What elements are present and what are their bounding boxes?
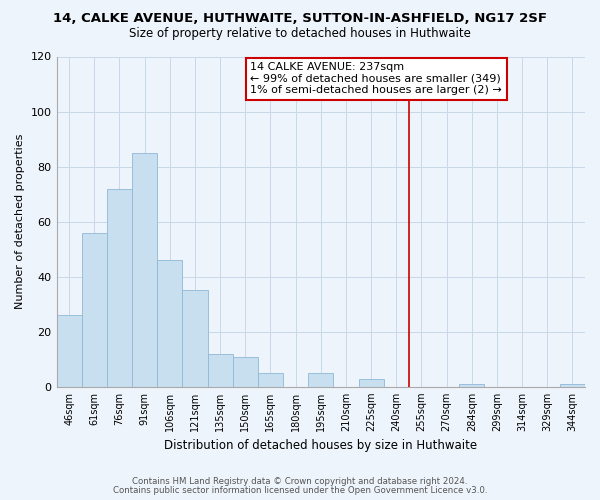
Bar [56,315,82,387]
Bar [233,356,258,387]
Bar [182,290,208,387]
Text: Contains HM Land Registry data © Crown copyright and database right 2024.: Contains HM Land Registry data © Crown c… [132,477,468,486]
Bar [157,260,182,387]
Bar [132,153,157,387]
Bar [359,378,383,387]
Bar [308,373,334,387]
Text: 14 CALKE AVENUE: 237sqm
← 99% of detached houses are smaller (349)
1% of semi-de: 14 CALKE AVENUE: 237sqm ← 99% of detache… [250,62,502,95]
Text: Size of property relative to detached houses in Huthwaite: Size of property relative to detached ho… [129,28,471,40]
Bar [459,384,484,387]
Text: 14, CALKE AVENUE, HUTHWAITE, SUTTON-IN-ASHFIELD, NG17 2SF: 14, CALKE AVENUE, HUTHWAITE, SUTTON-IN-A… [53,12,547,26]
Bar [82,232,107,387]
X-axis label: Distribution of detached houses by size in Huthwaite: Distribution of detached houses by size … [164,440,478,452]
Text: Contains public sector information licensed under the Open Government Licence v3: Contains public sector information licen… [113,486,487,495]
Bar [258,373,283,387]
Bar [208,354,233,387]
Bar [560,384,585,387]
Y-axis label: Number of detached properties: Number of detached properties [15,134,25,310]
Bar [107,188,132,387]
